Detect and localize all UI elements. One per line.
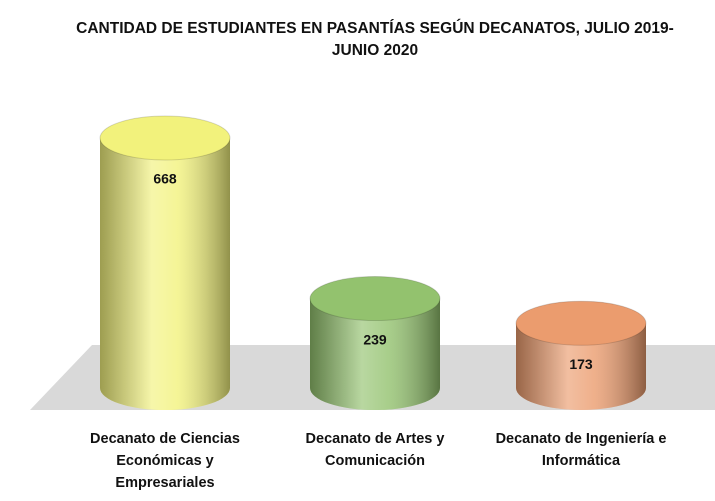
value-label: 173 [569, 356, 593, 372]
cylinder-top [99, 115, 231, 161]
value-label: 239 [363, 331, 387, 347]
chart-title: CANTIDAD DE ESTUDIANTES EN PASANTÍAS SEG… [76, 20, 674, 59]
x-tick-label: Decanato de Artes y Comunicación [305, 431, 445, 469]
cylinder-shading [310, 298, 440, 410]
value-label: 668 [153, 171, 177, 187]
cylinder-top [309, 276, 441, 322]
x-tick-label: Decanato de Ciencias Económicas y Empres… [90, 431, 240, 491]
x-tick-label: Decanato de Ingeniería e Informática [495, 431, 667, 469]
cylinder-shading [100, 138, 230, 410]
cylinder-top [515, 300, 647, 346]
cylinder-shading [516, 323, 646, 410]
